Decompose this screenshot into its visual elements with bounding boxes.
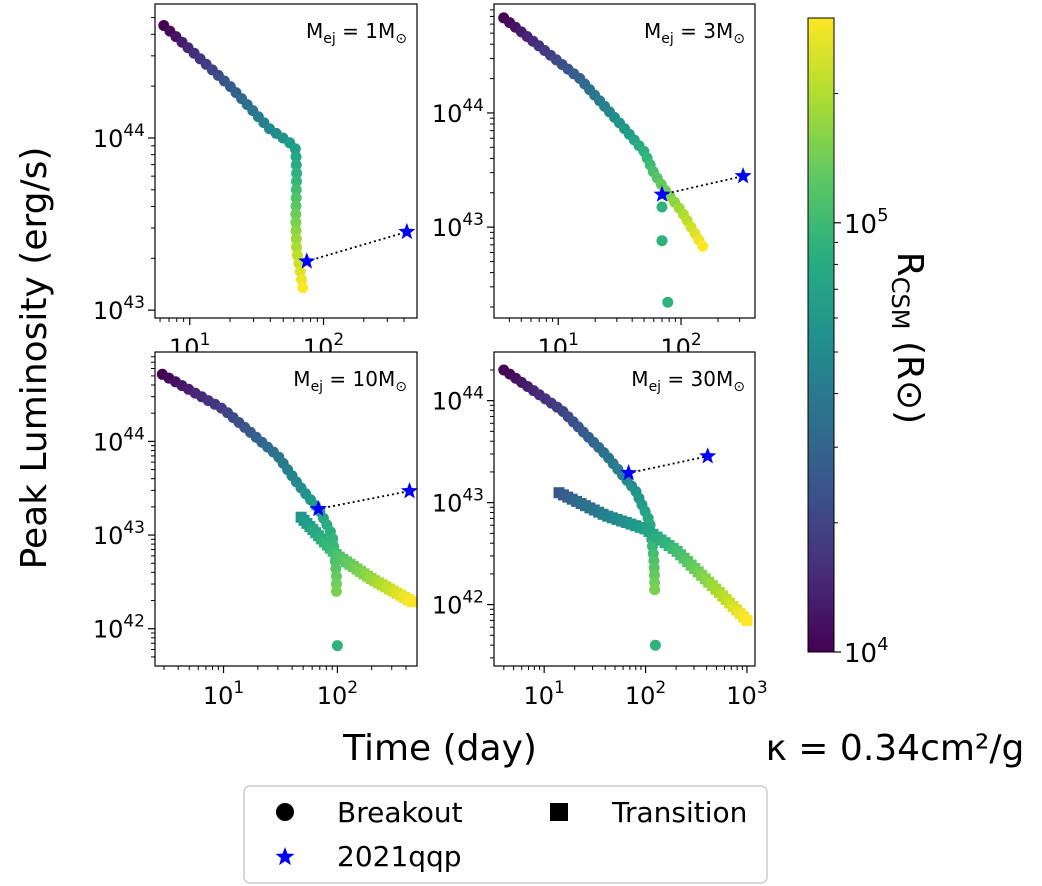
kappa-label: κ = 0.34cm²/g [766,728,1025,769]
breakout-point [291,241,302,253]
2021qqp-connector [318,490,410,510]
2021qqp-point [400,482,417,499]
panel-title: Mej = 1M⊙ [306,19,407,47]
plot-marks [498,12,752,308]
breakout-point [290,217,302,228]
transition-point [406,596,417,608]
x-tick-label: 101 [203,678,244,710]
y-tick-label: 1042 [93,612,145,644]
x-tick-label: 102 [625,678,666,710]
axes-frame [154,3,418,319]
breakout-point [294,266,306,277]
colorbar-gradient [807,17,835,653]
breakout-point [290,184,302,196]
breakout-point [290,233,302,245]
breakout-point [290,225,302,237]
colorbar-label: RCSM (R⊙) [886,252,930,424]
colorbar-ticks: 104 105 [834,93,889,669]
legend-frame [243,785,768,884]
y-tick-label: 1044 [432,384,484,416]
plot-area [494,352,755,666]
colorbar: 104 105 RCSM (R⊙) [807,17,930,669]
breakout-point [297,282,309,294]
transition-point [741,614,753,626]
axes-frame [493,3,756,319]
legend: Breakout Transition 2021qqp [243,785,768,884]
2021qqp-point [398,222,416,240]
y-tick-label: 1043 [93,293,145,325]
axes-frame [493,351,756,667]
breakout-point [331,640,343,652]
y-tick-label: 1044 [93,424,145,456]
2021qqp-point [298,252,316,269]
breakout-point [649,584,661,596]
y-tick-label: 1044 [432,96,484,128]
2021qqp-point [699,447,717,464]
x-tick-label: 101 [523,678,564,710]
plot-area [494,4,755,318]
breakout-point [662,296,674,308]
breakout-point [330,570,342,582]
legend-transition-marker [550,803,568,821]
breakout-point [291,167,303,179]
breakout-point [290,200,302,212]
breakout-point [697,240,709,252]
2021qqp-connector [661,175,744,196]
axes-frame [154,351,418,667]
breakout-point [656,235,668,247]
plot-marks [158,20,416,294]
breakout-point [649,639,661,651]
y-tick-label: 1043 [93,518,145,550]
y-tick-label: 1044 [93,121,145,153]
y-axis-label: Peak Luminosity (erg/s) [14,147,55,570]
breakout-point [289,143,301,155]
plot-marks [498,364,753,651]
breakout-point [290,151,302,163]
y-tick-label: 1043 [432,210,484,242]
x-tick-label: 102 [317,678,358,710]
breakout-point [296,274,307,286]
2021qqp-connector [306,230,408,263]
x-axis-label: Time (day) [342,728,537,769]
colorbar-tick-label: 104 [844,634,889,669]
panel-title: Mej = 10M⊙ [293,367,407,395]
legend-breakout-label: Breakout [337,796,463,829]
2021qqp-point [734,167,752,184]
panel-mej-10: 101 102 1042 1043 1044 Mej = 10M⊙ [93,351,418,710]
y-tick-label: 1042 [432,588,484,620]
panel-title: Mej = 3M⊙ [644,19,745,47]
plot-area [155,352,417,666]
y-tick-label: 1043 [432,486,484,518]
breakout-point [290,208,302,220]
colorbar-tick-label: 105 [844,205,889,240]
panel-title: Mej = 30M⊙ [631,367,745,395]
legend-2021qqp-marker [275,847,295,866]
2021qqp-point [620,464,638,481]
breakout-point [290,159,302,171]
legend-2021qqp-label: 2021qqp [337,840,462,873]
2021qqp-point [309,499,327,517]
2021qqp-connector [628,455,708,474]
legend-breakout-marker [276,803,294,821]
breakout-point [291,175,302,187]
legend-transition-label: Transition [611,796,747,829]
breakout-point [330,585,342,597]
panel-mej-30: 101 102 103 1042 1043 1044 Mej = 30M⊙ [432,351,768,710]
x-tick-label: 103 [726,678,767,710]
2021qqp-point [653,185,671,202]
breakout-point [290,192,302,204]
plot-marks [156,368,417,652]
breakout-point [656,201,668,213]
